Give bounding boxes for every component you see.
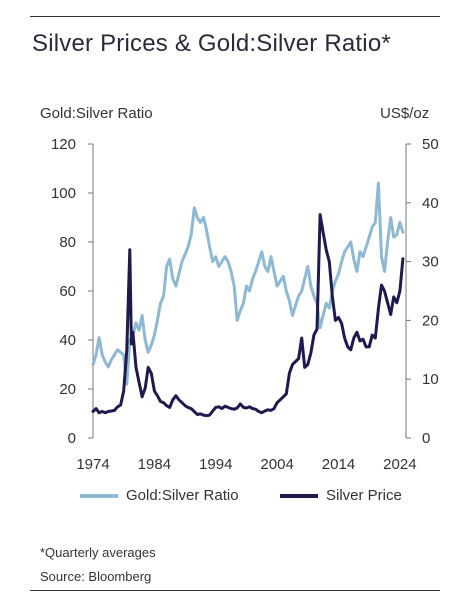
left-axis-title: Gold:Silver Ratio [40,105,153,122]
right-axis-title: US$/oz [380,105,430,122]
legend-item-silver: Silver Price [280,487,402,504]
series-line-ratio [91,181,405,386]
right-tick-label: 40 [422,195,439,212]
source-note: Source: Bloomberg [40,569,152,584]
right-tick-label: 10 [422,371,439,388]
left-tick-label: 60 [59,283,76,300]
right-tick-label: 30 [422,254,439,271]
x-tick-label: 1984 [138,456,171,473]
left-tick-label: 40 [59,332,76,349]
left-tick-label: 120 [51,136,76,153]
right-tick-label: 50 [422,136,439,153]
left-tick-label: 100 [51,185,76,202]
x-tick-label: 2024 [383,456,416,473]
left-tick-label: 0 [68,430,76,447]
legend-item-ratio: Gold:Silver Ratio [80,487,239,504]
chart-title: Silver Prices & Gold:Silver Ratio* [32,30,391,57]
x-tick-label: 2014 [322,456,355,473]
series-lines [91,181,405,418]
left-tick-label: 20 [59,381,76,398]
legend-label-ratio: Gold:Silver Ratio [126,487,239,504]
footnote: *Quarterly averages [40,545,156,560]
legend-label-silver: Silver Price [326,487,402,504]
legend-swatch-ratio [80,493,118,498]
right-tick-label: 20 [422,312,439,329]
legend-swatch-silver [280,493,318,498]
left-tick-label: 80 [59,234,76,251]
top-rule [30,16,440,17]
x-tick-label: 2004 [260,456,293,473]
x-tick-label: 1974 [76,456,109,473]
series-line-silver [91,213,405,418]
bottom-rule [30,590,440,591]
x-tick-label: 1994 [199,456,232,473]
axes: 0 20 40 60 80 100 120 0 10 20 30 40 50 1974 1984 1994 20… [51,136,439,473]
right-tick-label: 0 [422,430,430,447]
